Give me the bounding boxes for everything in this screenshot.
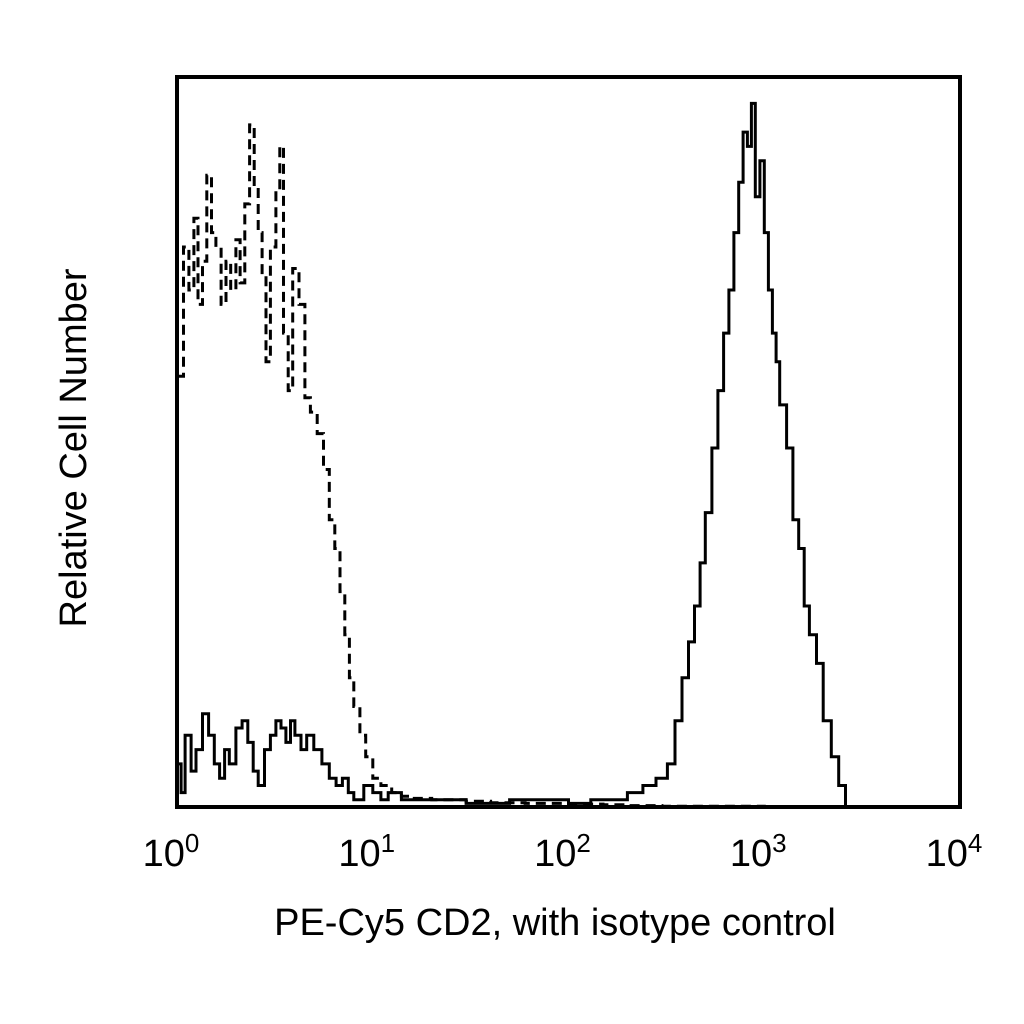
x-tick-label: 104 — [926, 828, 983, 875]
series-layer — [177, 101, 960, 809]
x-tick-label: 101 — [338, 828, 395, 875]
cd2-stained-histogram — [177, 101, 960, 809]
x-axis-title: PE-Cy5 CD2, with isotype control — [274, 902, 836, 944]
plot-frame — [175, 75, 962, 809]
x-tick-labels: 100 101 102 103 104 — [143, 828, 983, 875]
x-tick-label: 103 — [730, 828, 787, 875]
y-axis-title: Relative Cell Number — [53, 268, 95, 627]
x-tick-label: 102 — [534, 828, 591, 875]
plot-background — [177, 77, 960, 807]
x-tick-label: 100 — [143, 828, 200, 875]
